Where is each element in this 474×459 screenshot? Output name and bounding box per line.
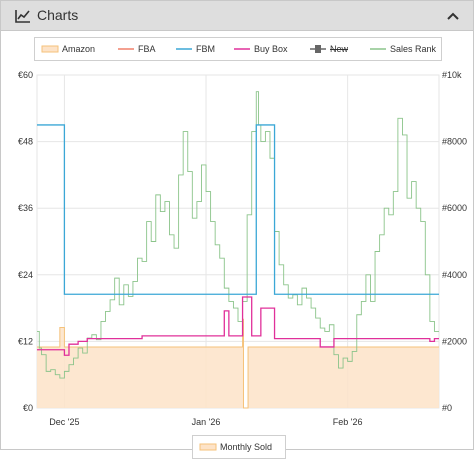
legend-label-monthly-sold: Monthly Sold bbox=[220, 442, 273, 452]
y-left-tick-label: €12 bbox=[18, 336, 33, 346]
legend-label-fbm: FBM bbox=[196, 44, 215, 54]
legend-swatch-buy-box bbox=[234, 48, 250, 50]
legend-label-sales-rank: Sales Rank bbox=[390, 44, 437, 54]
chart-legend: Amazon FBA FBM Buy Box New Sales Rank bbox=[34, 37, 442, 61]
legend-label-new: New bbox=[330, 44, 349, 54]
y-right-tick-label: #2000 bbox=[442, 336, 467, 346]
legend-swatch-new bbox=[310, 45, 326, 53]
panel-title: Charts bbox=[37, 7, 79, 23]
y-left-tick-label: €60 bbox=[18, 70, 33, 80]
series-salesrank-line bbox=[37, 91, 439, 379]
panel-header[interactable]: Charts bbox=[1, 1, 473, 31]
legend-swatch-fbm bbox=[176, 48, 192, 50]
legend-label-amazon: Amazon bbox=[62, 44, 96, 54]
price-chart[interactable]: €0 €12 €24 €36 €48 €60 #0 #2000 #4000 #6000 #8000 #… bbox=[1, 61, 473, 433]
x-tick-label: Jan '26 bbox=[192, 417, 221, 427]
secondary-legend: Monthly Sold bbox=[192, 435, 286, 459]
y-left-tick-label: €24 bbox=[18, 270, 33, 280]
y-left-tick-label: €48 bbox=[18, 137, 33, 147]
chevron-up-icon[interactable] bbox=[445, 8, 461, 24]
legend-swatch-monthly-sold bbox=[199, 443, 217, 451]
y-right-tick-label: #8000 bbox=[442, 137, 467, 147]
y-left-tick-label: €36 bbox=[18, 203, 33, 213]
legend-swatch-sales-rank bbox=[370, 48, 386, 50]
series-amazon-area bbox=[37, 319, 439, 408]
y-left-tick-label: €0 bbox=[23, 403, 33, 413]
x-tick-label: Feb '26 bbox=[333, 417, 363, 427]
y-right-tick-label: #4000 bbox=[442, 270, 467, 280]
line-chart-icon bbox=[15, 10, 30, 23]
y-right-tick-label: #6000 bbox=[442, 203, 467, 213]
series-buybox-line bbox=[37, 296, 439, 356]
legend-swatch-amazon bbox=[41, 45, 59, 53]
series-fbm-line bbox=[37, 124, 439, 295]
y-right-tick-label: #10k bbox=[442, 70, 462, 80]
x-tick-label: Dec '25 bbox=[49, 417, 79, 427]
legend-label-fba: FBA bbox=[138, 44, 156, 54]
legend-swatch-fba bbox=[118, 48, 134, 50]
legend-label-buy-box: Buy Box bbox=[254, 44, 288, 54]
y-right-tick-label: #0 bbox=[442, 403, 452, 413]
